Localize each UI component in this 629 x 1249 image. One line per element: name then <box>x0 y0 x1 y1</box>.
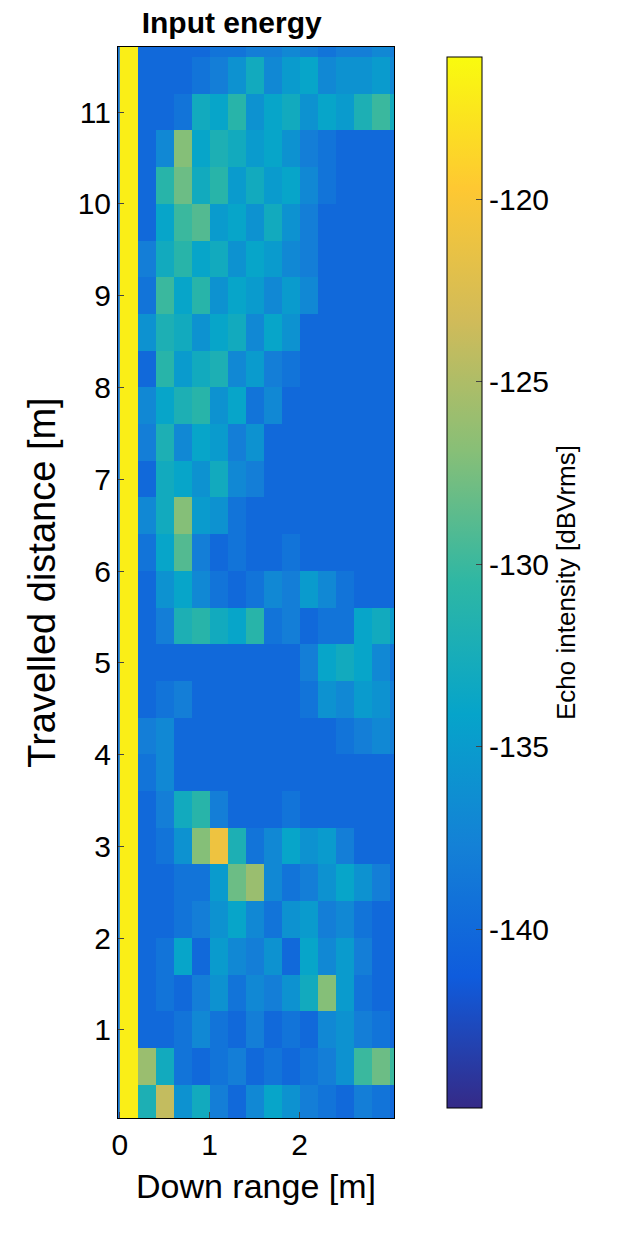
svg-text:7: 7 <box>94 463 111 496</box>
svg-text:9: 9 <box>94 279 111 312</box>
svg-text:Travelled distance [m]: Travelled distance [m] <box>21 397 63 767</box>
svg-text:1: 1 <box>94 1013 111 1046</box>
svg-text:3: 3 <box>94 830 111 863</box>
svg-text:6: 6 <box>94 555 111 588</box>
svg-text:-140: -140 <box>489 913 549 946</box>
svg-text:8: 8 <box>94 371 111 404</box>
svg-text:4: 4 <box>94 738 111 771</box>
svg-text:10: 10 <box>78 187 111 220</box>
svg-text:0: 0 <box>111 1128 128 1161</box>
svg-text:Echo intensity [dBVrms]: Echo intensity [dBVrms] <box>551 445 581 720</box>
svg-text:Input energy: Input energy <box>142 6 322 39</box>
svg-text:5: 5 <box>94 646 111 679</box>
svg-text:Down range [m]: Down range [m] <box>136 1167 376 1205</box>
svg-text:2: 2 <box>291 1128 308 1161</box>
svg-text:-135: -135 <box>489 730 549 763</box>
svg-text:-120: -120 <box>489 183 549 216</box>
svg-text:-125: -125 <box>489 365 549 398</box>
svg-text:1: 1 <box>201 1128 218 1161</box>
svg-text:11: 11 <box>80 96 111 129</box>
svg-text:-130: -130 <box>489 548 549 581</box>
svg-text:2: 2 <box>94 922 111 955</box>
